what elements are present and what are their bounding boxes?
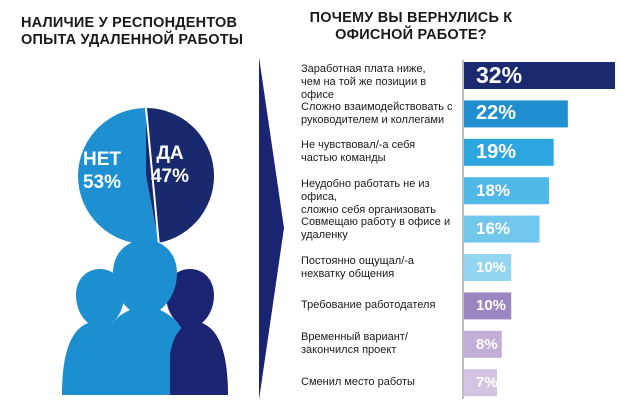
bar-5 [464,215,540,243]
right-heading-line-2: ОФИСНОЙ РАБОТЕ? [335,27,487,43]
reason-label: Заработная плата ниже, чем на той же пози… [301,63,461,102]
pie-label-yes-text: ДА [156,143,184,164]
reason-label-line: частью команды [301,152,386,165]
bar-2 [464,100,568,128]
right-heading: ПОЧЕМУ ВЫ ВЕРНУЛИСЬ К ОФИСНОЙ РАБОТЕ? [266,10,556,44]
bar-value-label: 10% [476,297,507,315]
reason-label-line: сложно себя организовать [301,203,436,216]
reason-label-line: Требование работодателя [301,299,436,312]
reason-label: Сложно взаимодействовать с руководителем … [301,101,461,127]
reason-label-line: руководителем и коллегами [301,113,445,126]
reason-label-line: закончился проект [301,344,397,357]
bar-3 [464,138,554,166]
bar-value-label: 19% [476,140,517,163]
reason-label: Совмещаю работу в офисе и удаленку [301,216,461,242]
reason-label: Не чувствовал/-а себя частью команды [301,139,461,165]
bar-value-label: 16% [476,219,511,239]
bar-8 [464,330,502,358]
reason-label-line: удаленку [301,229,348,242]
left-heading-line-2: ОПЫТА УДАЛЕННОЙ РАБОТЫ [21,32,244,48]
pie-slice-no [78,108,159,244]
reason-label: Временный вариант/закончился проект [301,331,461,357]
reason-label: Неудобно работать не из офиса, сложно себ… [301,178,461,217]
bar-9 [464,369,498,397]
pie-label-no: НЕТ 53% [72,148,132,194]
reason-label-line: Совмещаю работу в офисе и [301,216,451,229]
pie-label-no-value: 53% [82,172,122,193]
pie-label-no-text: НЕТ [83,149,121,170]
left-heading-line-1: НАЛИЧИЕ У РЕСПОНДЕНТОВ [21,15,238,31]
reason-label: Требование работодателя [301,299,461,312]
reason-label-line: Неудобно работать не из офиса, [301,177,430,203]
bar-6 [464,254,512,281]
person-icon-front-right [170,322,206,395]
bar-value-label: 8% [476,335,498,353]
reason-label-line: нехватку общения [301,267,395,280]
bar-value-label: 10% [476,258,507,276]
bar-1 [464,62,616,89]
reason-label: Сменил место работы [301,376,461,389]
reason-label: Постоянно ощущал/-а нехватку общения [301,255,461,281]
reason-label-line: Постоянно ощущал/-а [301,254,415,267]
pie-slice-yes [146,108,215,243]
arrow-shape [259,57,284,400]
reason-label-line: Заработная плата ниже, [301,62,426,75]
bar-value-label: 32% [476,62,523,89]
bar-7 [464,292,512,320]
left-heading: НАЛИЧИЕ У РЕСПОНДЕНТОВ ОПЫТА УДАЛЕННОЙ Р… [21,15,261,49]
pie-divider [145,107,160,243]
reason-label-line: Временный вариант/ [301,331,408,344]
reason-label-line: Не чувствовал/-а себя [301,139,416,152]
bar-value-label: 22% [476,102,517,125]
pie-label-yes: ДА 47% [140,142,200,188]
bar-value-label: 7% [476,374,498,392]
people-icon [62,240,228,395]
bar-4 [464,177,549,205]
reason-label-line: Сложно взаимодействовать с [301,100,453,113]
reason-label-line: Сменил место работы [301,376,415,389]
right-heading-line-1: ПОЧЕМУ ВЫ ВЕРНУЛИСЬ К [309,10,513,26]
pie-label-yes-value: 47% [150,166,190,187]
reason-label-line: чем на той же позиции в офисе [301,75,427,101]
bar-value-label: 18% [476,180,511,200]
bars-layer [464,62,616,397]
